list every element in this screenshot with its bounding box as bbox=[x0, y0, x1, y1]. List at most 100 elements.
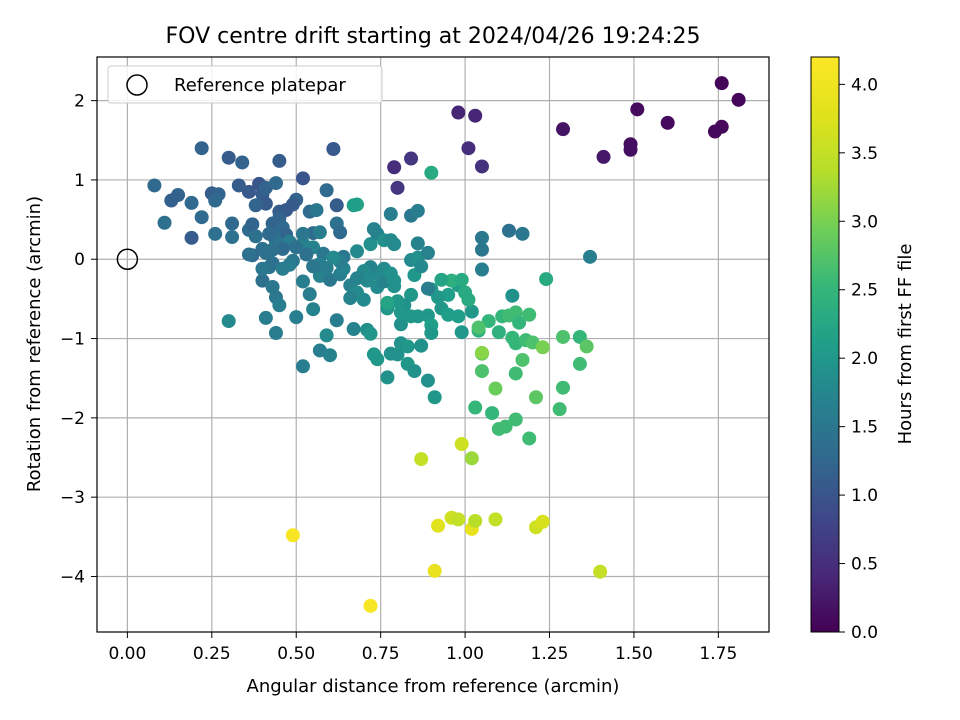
data-point bbox=[380, 370, 395, 385]
data-point bbox=[285, 528, 300, 543]
x-tick-label: 1.75 bbox=[699, 644, 737, 664]
data-point bbox=[248, 198, 263, 213]
data-point bbox=[468, 108, 483, 123]
data-point bbox=[474, 364, 489, 379]
colorbar-tick-label: 4.0 bbox=[851, 75, 878, 95]
data-point bbox=[556, 380, 571, 395]
data-point bbox=[414, 259, 429, 274]
colorbar-tick-label: 3.5 bbox=[851, 144, 878, 164]
data-point bbox=[245, 217, 260, 232]
data-point bbox=[474, 262, 489, 277]
data-point bbox=[390, 180, 405, 195]
data-point bbox=[474, 230, 489, 245]
data-point bbox=[295, 274, 310, 289]
data-point bbox=[508, 412, 523, 427]
data-point bbox=[329, 313, 344, 328]
data-point bbox=[427, 390, 442, 405]
data-point bbox=[583, 249, 598, 264]
data-point bbox=[312, 225, 327, 240]
colorbar-tick-label: 0.0 bbox=[851, 623, 878, 643]
data-point bbox=[329, 198, 344, 213]
data-point bbox=[468, 400, 483, 415]
data-point bbox=[221, 150, 236, 165]
data-point bbox=[427, 563, 442, 578]
data-point bbox=[333, 225, 348, 240]
data-point bbox=[225, 216, 240, 231]
data-point bbox=[410, 236, 425, 251]
data-point bbox=[515, 226, 530, 241]
data-point bbox=[306, 302, 321, 317]
data-point bbox=[184, 195, 199, 210]
data-point bbox=[255, 273, 270, 288]
data-point bbox=[407, 364, 422, 379]
x-tick-label: 0.25 bbox=[193, 644, 231, 664]
data-point bbox=[225, 230, 240, 245]
data-point bbox=[221, 314, 236, 329]
data-point bbox=[508, 366, 523, 381]
data-point bbox=[370, 352, 385, 367]
data-point bbox=[295, 171, 310, 186]
data-point bbox=[461, 141, 476, 156]
chart-title: FOV centre drift starting at 2024/04/26 … bbox=[166, 24, 701, 49]
data-point bbox=[630, 102, 645, 117]
data-point bbox=[404, 309, 419, 324]
data-point bbox=[404, 151, 419, 166]
data-point bbox=[420, 245, 435, 260]
colorbar-tick-label: 0.5 bbox=[851, 555, 878, 575]
data-point bbox=[485, 406, 500, 421]
data-point bbox=[323, 348, 338, 363]
data-point bbox=[488, 512, 503, 527]
legend-marker bbox=[126, 74, 148, 96]
data-point bbox=[241, 184, 256, 199]
data-point bbox=[268, 176, 283, 191]
data-point bbox=[596, 149, 611, 164]
y-axis-ticks: 2 1 0 −1 −2 −3 −4 bbox=[60, 92, 97, 587]
colorbar-gradient bbox=[810, 56, 840, 633]
data-point bbox=[306, 259, 321, 274]
x-axis-label: Angular distance from reference (arcmin) bbox=[247, 676, 620, 697]
data-point bbox=[383, 207, 398, 222]
data-point bbox=[208, 193, 223, 208]
data-point bbox=[393, 317, 408, 332]
data-point bbox=[451, 512, 466, 527]
data-point bbox=[319, 260, 334, 275]
data-point bbox=[299, 247, 314, 262]
y-tick-label: 2 bbox=[74, 92, 85, 112]
data-point bbox=[387, 160, 402, 175]
colorbar-tick-label: 3.0 bbox=[851, 212, 878, 232]
data-point bbox=[194, 210, 209, 225]
y-axis-label: Rotation from reference (arcmin) bbox=[24, 196, 45, 492]
data-point bbox=[157, 215, 172, 230]
data-point bbox=[258, 310, 273, 325]
data-point bbox=[556, 329, 571, 344]
colorbar-ticks: 0.0 0.5 1.0 1.5 2.0 2.5 3.0 3.5 4.0 bbox=[839, 75, 878, 643]
data-point bbox=[528, 390, 543, 405]
data-point bbox=[289, 310, 304, 325]
data-point bbox=[363, 237, 378, 252]
data-point bbox=[350, 271, 365, 286]
data-point bbox=[295, 359, 310, 374]
data-point bbox=[326, 142, 341, 156]
x-axis-ticks: 0.00 0.25 0.50 0.75 1.00 1.25 1.50 1.75 bbox=[108, 632, 737, 664]
data-point bbox=[707, 124, 722, 139]
x-tick-label: 1.25 bbox=[531, 644, 569, 664]
data-point bbox=[265, 242, 280, 257]
data-point bbox=[420, 281, 435, 296]
reference-platepar-marker bbox=[116, 248, 139, 270]
colorbar-tick-label: 2.5 bbox=[851, 281, 878, 301]
data-point bbox=[454, 437, 469, 452]
data-points bbox=[147, 76, 746, 613]
data-point bbox=[346, 322, 361, 337]
y-tick-label: −3 bbox=[60, 488, 85, 508]
y-tick-label: 0 bbox=[74, 250, 85, 270]
data-point bbox=[434, 272, 449, 287]
data-point bbox=[552, 402, 567, 417]
data-point bbox=[458, 285, 473, 300]
data-point bbox=[414, 338, 429, 353]
data-point bbox=[289, 240, 304, 255]
data-point bbox=[512, 315, 527, 330]
legend-entry: Reference platepar bbox=[174, 75, 346, 96]
data-point bbox=[572, 356, 587, 371]
data-point bbox=[272, 153, 287, 168]
data-point bbox=[488, 381, 503, 396]
